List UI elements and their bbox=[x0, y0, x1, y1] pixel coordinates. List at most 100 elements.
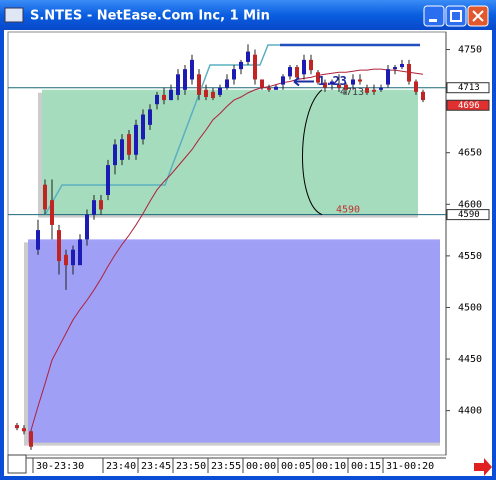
teal-indicator bbox=[44, 44, 280, 216]
candle-body bbox=[288, 67, 292, 77]
x-tick-label: 23:45 bbox=[141, 461, 171, 472]
range-arc bbox=[302, 89, 323, 216]
candle-body bbox=[316, 72, 320, 83]
app-icon bbox=[4, 7, 24, 23]
x-tick-label: 31-00:20 bbox=[386, 461, 434, 472]
candle-body bbox=[351, 79, 355, 85]
candle-body bbox=[365, 87, 369, 93]
annotation: 1.23 bbox=[318, 74, 347, 88]
x-tick-label: 00:00 bbox=[246, 461, 276, 472]
candle-body bbox=[71, 249, 75, 266]
candle-body bbox=[22, 428, 26, 432]
title-bar bbox=[0, 0, 496, 30]
candle-body bbox=[169, 89, 173, 101]
zone bbox=[42, 89, 418, 215]
x-tick-label: 00:05 bbox=[281, 461, 311, 472]
window-title: S.NTES - NetEase.Com Inc, 1 Min bbox=[30, 9, 270, 24]
candle-body bbox=[218, 87, 222, 95]
price-label-box bbox=[446, 82, 490, 94]
x-tick-label: 00:15 bbox=[351, 461, 381, 472]
minimize-button[interactable] bbox=[423, 5, 445, 27]
candle-body bbox=[295, 67, 299, 78]
corner-box[interactable] bbox=[7, 454, 27, 474]
candle-body bbox=[162, 94, 166, 101]
candle-body bbox=[239, 61, 243, 70]
candle-body bbox=[15, 425, 19, 429]
candle-body bbox=[260, 79, 264, 88]
candle-body bbox=[407, 63, 411, 82]
y-tick-label: 4550 bbox=[458, 251, 482, 262]
y-tick-label: 4600 bbox=[458, 199, 482, 210]
candle-body bbox=[344, 84, 348, 90]
candle-body bbox=[400, 63, 404, 68]
candle-body bbox=[246, 51, 250, 62]
maximize-button[interactable] bbox=[445, 5, 467, 27]
candle-body bbox=[232, 69, 236, 80]
y-tick-label: 4750 bbox=[458, 45, 482, 56]
candle-body bbox=[50, 200, 54, 225]
candle-body bbox=[393, 67, 397, 70]
x-tick-label: 30-23:30 bbox=[36, 461, 84, 472]
price-label-box bbox=[446, 99, 490, 111]
x-tick-label: 00:10 bbox=[316, 461, 346, 472]
candle-body bbox=[281, 76, 285, 85]
candle-body bbox=[155, 94, 159, 105]
candle-body bbox=[148, 109, 152, 125]
candle-body bbox=[183, 69, 187, 90]
candle-body bbox=[78, 239, 82, 266]
y-tick-label: 4400 bbox=[458, 406, 482, 417]
annotation: 4590 bbox=[336, 204, 360, 215]
candle-body bbox=[379, 87, 383, 90]
candle-body bbox=[134, 124, 138, 155]
candle-body bbox=[330, 81, 334, 85]
candle-body bbox=[92, 200, 96, 215]
scroll-arrow[interactable] bbox=[474, 458, 492, 476]
candle-body bbox=[211, 91, 215, 99]
arrow bbox=[293, 76, 314, 87]
candle-body bbox=[197, 74, 201, 95]
candle-body bbox=[337, 84, 341, 88]
candle-body bbox=[29, 431, 33, 447]
y-tick-label: 4650 bbox=[458, 148, 482, 159]
candle-body bbox=[204, 89, 208, 97]
candle-body bbox=[85, 214, 89, 240]
candle-body bbox=[36, 230, 40, 250]
zone bbox=[28, 239, 440, 443]
x-tick-label: 23:50 bbox=[176, 461, 206, 472]
candle-body bbox=[372, 89, 376, 92]
moving-average bbox=[30, 68, 424, 431]
candle-body bbox=[421, 91, 425, 101]
candle-body bbox=[190, 59, 194, 80]
candle-body bbox=[141, 114, 145, 140]
candle-body bbox=[120, 139, 124, 160]
candle-body bbox=[57, 230, 61, 262]
candle-body bbox=[106, 165, 110, 196]
candle-body bbox=[176, 74, 180, 95]
candle-body bbox=[267, 87, 271, 90]
price-label: 4696 bbox=[458, 101, 480, 111]
price-label: 4713 bbox=[458, 83, 480, 93]
y-tick-label: 4450 bbox=[458, 354, 482, 365]
candle-body bbox=[113, 144, 117, 166]
candle-body bbox=[64, 254, 68, 266]
candle-body bbox=[225, 79, 229, 88]
annotation: 4713 bbox=[340, 87, 364, 98]
x-tick-label: 23:55 bbox=[211, 461, 241, 472]
candle-body bbox=[127, 134, 131, 155]
candle-body bbox=[253, 54, 257, 80]
price-label: 4590 bbox=[458, 210, 480, 220]
candle-body bbox=[358, 79, 362, 82]
candle-body bbox=[274, 86, 278, 90]
candle-body bbox=[323, 82, 327, 88]
candle-body bbox=[309, 59, 313, 71]
close-button[interactable] bbox=[467, 5, 489, 27]
y-tick-label: 4500 bbox=[458, 302, 482, 313]
candle-body bbox=[99, 200, 103, 210]
candle-body bbox=[414, 81, 418, 92]
candle-body bbox=[386, 69, 390, 85]
candle-body bbox=[43, 184, 47, 210]
y-axis-panel bbox=[446, 32, 490, 455]
x-tick-label: 23:40 bbox=[106, 461, 136, 472]
